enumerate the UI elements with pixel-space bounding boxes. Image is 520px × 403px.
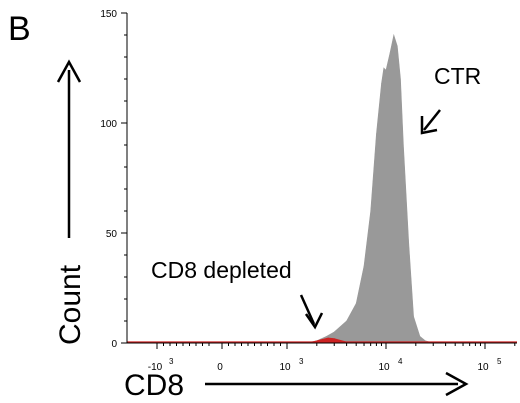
y-axis-arrow-head [56,59,82,83]
x-tick-label: 10 [279,362,291,373]
series-point [363,265,365,267]
series-point [389,52,391,53]
x-tick-exponent: 3 [299,357,304,366]
series-layer [127,33,517,344]
x-ticks: -10 3 0 10 3 10 4 10 5 [148,343,516,373]
x-tick-exponent: 3 [169,357,174,366]
y-tick-label: 0 [111,339,117,350]
y-tick-label: 150 [100,9,117,20]
series-point [370,210,372,212]
series-point [425,340,426,342]
x-tick-label: -10 [148,362,163,373]
y-axis-label: Count [54,264,87,345]
x-tick-label: 0 [217,362,223,373]
x-axis-arrow-head [445,371,469,397]
series-point [419,336,421,337]
x-tick-label: 10 [378,362,390,373]
series-point [383,67,385,69]
series-area-ctr [304,33,434,344]
y-tick-label: 100 [100,119,117,130]
x-axis-label: CD8 [124,369,184,402]
plot-area [127,13,517,343]
annotation-cd8-arrow-shaft [299,294,316,325]
series-point [355,303,357,304]
series-point [381,83,382,84]
series-point [346,320,347,322]
x-tick-exponent: 5 [497,357,502,366]
series-point [333,338,335,339]
series-point [327,337,329,339]
series-point [397,45,398,47]
series-point [400,78,401,80]
annotation-ctr-arrow-shaft [423,109,441,131]
y-tick-label: 50 [106,229,118,240]
series-point [326,336,327,337]
annotation-cd8-arrow-head [304,312,324,330]
annotation-ctr: CTR [434,63,481,89]
annotation-ctr-arrow-head [420,116,438,135]
series-point [333,331,335,333]
series-point [376,133,377,135]
series-point [393,34,395,36]
series-point [340,340,342,341]
series-point [408,243,410,245]
annotation-cd8-depleted: CD8 depleted [151,257,292,283]
panel-letter: B [8,10,31,48]
y-ticks: 0 50 100 150 [100,9,127,350]
series-point [320,339,322,341]
series-point [403,144,404,146]
x-tick-label: 10 [477,362,489,373]
series-point [413,316,414,317]
x-tick-exponent: 4 [398,357,403,366]
series-point [385,69,387,71]
